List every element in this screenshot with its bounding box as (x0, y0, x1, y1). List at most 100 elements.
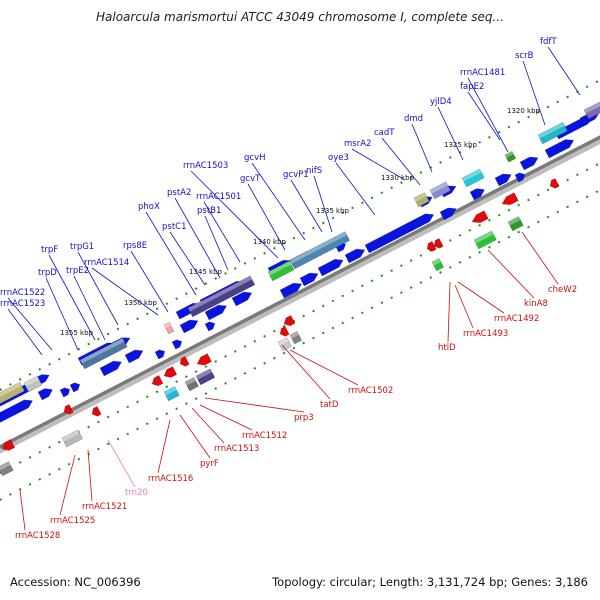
block-grey[interactable] (23, 375, 43, 393)
reverse-gene-label[interactable]: rrnAC1513 (214, 444, 259, 454)
forward-gene-label[interactable]: trpD (38, 268, 57, 278)
forward-gene-12[interactable] (439, 205, 458, 221)
reverse-gene-label[interactable]: pyrF (200, 459, 219, 469)
forward-gene-label[interactable]: nifS (306, 166, 322, 176)
reverse-gene-13[interactable] (548, 177, 560, 190)
block-green[interactable] (267, 260, 295, 282)
reverse-gene-12[interactable] (500, 192, 519, 208)
reverse-gene-1[interactable] (62, 403, 74, 416)
block-steelblue[interactable] (79, 337, 128, 370)
forward-gene-label[interactable]: gcvP1 (283, 170, 309, 180)
rev-block-grey[interactable] (0, 461, 14, 477)
forward-gene-label[interactable]: fdfT (540, 37, 557, 47)
reverse-gene-7[interactable] (282, 315, 296, 328)
forward-gene-label[interactable]: pstA2 (167, 188, 191, 198)
reverse-gene-label[interactable]: rrnAC1492 (494, 314, 539, 324)
block-olive-2[interactable] (413, 192, 430, 208)
forward-gene-label[interactable]: pstC1 (162, 222, 187, 232)
rev-block-green[interactable] (473, 230, 497, 250)
forward-gene-1[interactable] (37, 386, 55, 401)
rev-block-green-2[interactable] (507, 216, 524, 232)
forward-gene-2[interactable] (99, 358, 124, 377)
reverse-gene-10[interactable] (432, 237, 444, 250)
reverse-gene-label[interactable]: rrnAC1528 (15, 531, 60, 541)
block-cyan-2[interactable] (537, 121, 568, 145)
reverse-gene-label[interactable]: prp3 (294, 413, 314, 423)
forward-gene-16[interactable] (544, 136, 576, 159)
forward-gene-label[interactable]: trpE2 (66, 266, 89, 276)
reverse-gene-8[interactable] (278, 325, 290, 338)
forward-small-2[interactable] (154, 348, 167, 360)
forward-gene-label[interactable]: scrB (515, 51, 534, 61)
rev-block-green-3[interactable] (431, 257, 445, 272)
forward-gene-label[interactable]: oye3 (328, 153, 349, 163)
reverse-gene-label[interactable]: htlD (438, 343, 456, 353)
forward-gene-9[interactable] (317, 256, 345, 277)
rev-block-grey-2[interactable] (289, 330, 303, 345)
forward-gene-7[interactable] (279, 280, 304, 299)
forward-gene-15[interactable] (519, 154, 540, 171)
forward-gene-label[interactable]: pstB1 (197, 206, 221, 216)
reverse-gene-11[interactable] (470, 210, 489, 226)
forward-small-0[interactable] (59, 386, 72, 398)
forward-gene-label[interactable]: rrnAC1501 (196, 192, 241, 202)
reverse-gene-label[interactable]: kinA8 (524, 299, 548, 309)
reverse-gene-2[interactable] (90, 405, 102, 418)
forward-gene-label[interactable]: gcvT (240, 174, 261, 184)
forward-gene-label[interactable]: trpG1 (70, 242, 94, 252)
block-blue-steel[interactable] (289, 231, 351, 270)
forward-gene-5[interactable] (204, 302, 229, 321)
forward-gene-13[interactable] (469, 186, 487, 201)
forward-small-3[interactable] (171, 338, 184, 350)
forward-gene-label[interactable]: rrnAC1503 (183, 161, 228, 171)
reverse-gene-5[interactable] (178, 355, 190, 368)
block-purple[interactable] (583, 99, 600, 120)
rev-block-lightgrey[interactable] (61, 429, 83, 448)
forward-gene-10[interactable] (344, 246, 367, 264)
forward-small-4[interactable] (204, 320, 217, 332)
rev-block-indigo[interactable] (195, 368, 216, 386)
reverse-gene-label[interactable]: rrnAC1521 (82, 502, 127, 512)
reverse-gene-9[interactable] (425, 240, 437, 253)
forward-gene-label[interactable]: fapE2 (460, 82, 484, 92)
block-small-green[interactable] (504, 150, 517, 163)
reverse-gene-0[interactable] (0, 439, 16, 453)
reverse-gene-label[interactable]: rrnAC1525 (50, 516, 95, 526)
forward-gene-label[interactable]: cadT (374, 128, 395, 138)
block-cyan[interactable] (461, 168, 485, 188)
block-olive[interactable] (0, 381, 25, 405)
forward-gene-3[interactable] (124, 347, 145, 364)
reverse-gene-4[interactable] (162, 366, 178, 380)
block-indigo[interactable] (187, 275, 256, 318)
rev-block-darkgrey[interactable] (184, 377, 199, 392)
forward-gene-6[interactable] (231, 289, 254, 307)
reverse-gene-label[interactable]: rrnAC1493 (463, 329, 508, 339)
forward-gene-14[interactable] (494, 171, 513, 187)
block-lavender[interactable] (429, 181, 451, 200)
forward-gene-8[interactable] (299, 270, 320, 287)
forward-small-1[interactable] (69, 381, 82, 393)
rev-block-lightgrey-2[interactable] (277, 337, 292, 352)
forward-gene-label[interactable]: rrnAC1514 (84, 258, 129, 268)
reverse-gene-label[interactable]: rrnAC1502 (348, 386, 393, 396)
rev-block-cyan[interactable] (163, 386, 180, 402)
forward-gene-label[interactable]: gcvH (244, 153, 266, 163)
forward-gene-label[interactable]: phoX (138, 202, 160, 212)
forward-small-5[interactable] (514, 171, 527, 183)
forward-gene-label[interactable]: trpF (41, 245, 58, 255)
forward-gene-label[interactable]: rps8E (123, 241, 147, 251)
forward-gene-4[interactable] (179, 317, 200, 334)
rev-block-pink[interactable] (163, 321, 175, 335)
forward-gene-label[interactable]: yjlD4 (430, 97, 452, 107)
forward-gene-0[interactable] (0, 397, 35, 424)
reverse-gene-6[interactable] (195, 353, 212, 368)
reverse-gene-label[interactable]: cheW2 (548, 285, 577, 295)
reverse-gene-label[interactable]: tatD (320, 400, 339, 410)
forward-gene-label[interactable]: rrnAC1481 (460, 68, 505, 78)
reverse-gene-label[interactable]: trn20 (125, 488, 148, 498)
forward-gene-label[interactable]: rrnAC1523 (0, 299, 45, 309)
forward-gene-label[interactable]: msrA2 (344, 139, 371, 149)
forward-gene-label[interactable]: rrnAC1522 (0, 288, 45, 298)
forward-gene-label[interactable]: dmd (404, 114, 423, 124)
reverse-gene-label[interactable]: rrnAC1516 (148, 474, 193, 484)
